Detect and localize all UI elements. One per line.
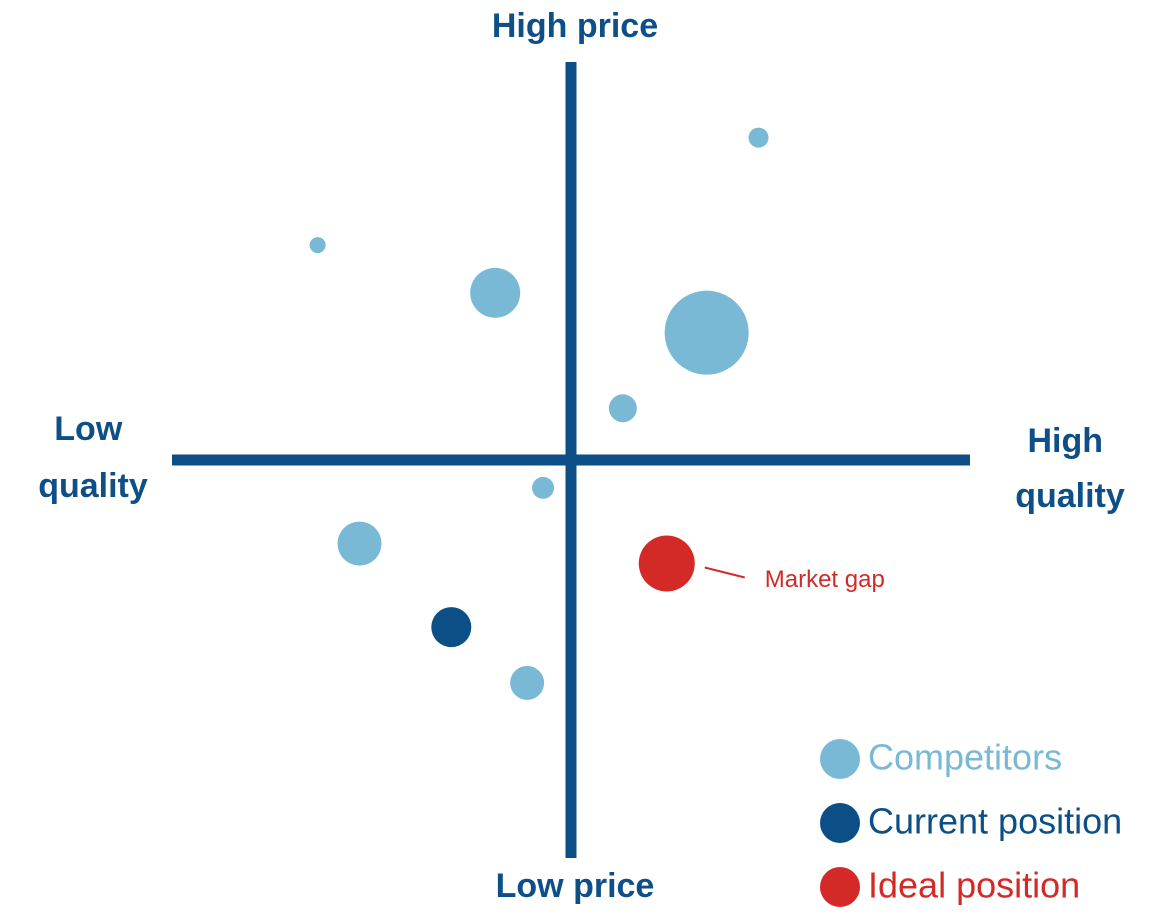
bubble <box>470 267 521 318</box>
bubble <box>638 535 695 592</box>
bubble <box>431 607 472 648</box>
legend-swatch <box>820 867 860 907</box>
bubble <box>309 237 326 254</box>
x-high-label-line: quality <box>1015 477 1125 515</box>
annotation-line <box>704 566 746 579</box>
legend-swatch <box>820 803 860 843</box>
bubble <box>532 476 555 499</box>
y-high-label: High price <box>492 7 658 45</box>
bubble <box>608 394 637 423</box>
y-low-label: Low price <box>496 867 655 905</box>
legend-label: Competitors <box>868 737 1062 778</box>
legend-swatch <box>820 739 860 779</box>
bubble <box>664 290 749 375</box>
bubble <box>337 521 382 566</box>
bubble <box>748 127 769 148</box>
x-high-label: High quality <box>1015 422 1125 515</box>
annotation: Market gap <box>765 566 885 593</box>
x-low-label-line: Low <box>54 410 123 448</box>
x-low-label: Low quality <box>38 410 148 505</box>
legend-label: Current position <box>868 801 1122 842</box>
legend-label: Ideal position <box>868 865 1080 906</box>
bubble <box>510 665 545 700</box>
x-low-label-line: quality <box>38 467 148 505</box>
x-high-label-line: High <box>1028 422 1104 460</box>
